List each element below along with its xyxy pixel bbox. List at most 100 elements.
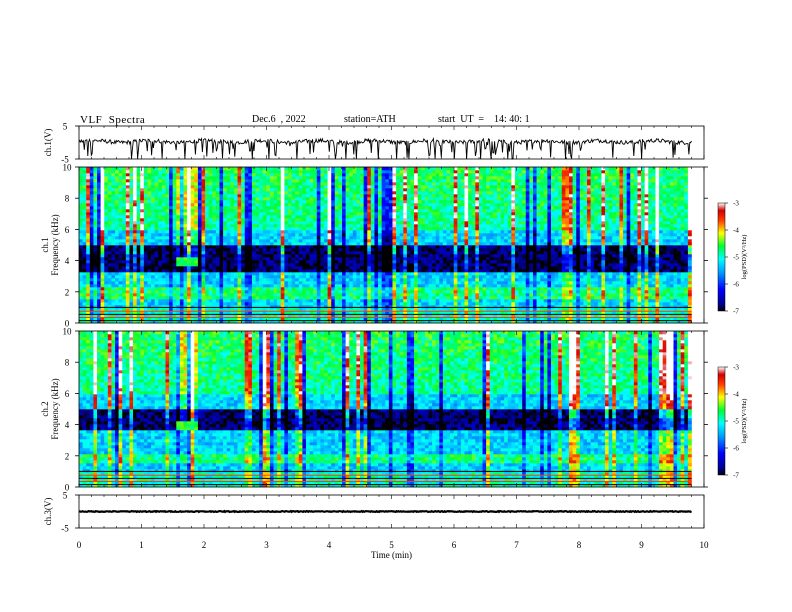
spectrogram-cell [579, 269, 584, 273]
spectrogram-cell [421, 251, 426, 255]
spectrogram-cell [352, 278, 357, 282]
spectrogram-cell [669, 293, 674, 297]
spectrogram-cell [446, 278, 451, 282]
spectrogram-cell [262, 281, 267, 285]
spectrogram-cell [684, 266, 689, 270]
spectrogram-cell [259, 290, 264, 294]
spectrogram-cell [262, 317, 267, 321]
spectrogram-cell [255, 278, 260, 282]
spectrogram-cell [316, 302, 321, 306]
spectrogram-cell [511, 287, 516, 291]
spectrogram-cell [100, 296, 105, 300]
spectrogram-cell [89, 254, 94, 258]
spectrogram-cell [507, 299, 512, 303]
spectrogram-cell [179, 299, 184, 303]
spectrogram-cell [489, 266, 494, 270]
spectrogram-cell [662, 242, 667, 246]
spectrogram-cell [590, 248, 595, 252]
spectrogram-cell [569, 287, 573, 291]
spectrogram-cell [478, 260, 483, 264]
spectrogram-cell [251, 245, 256, 249]
spectrogram-cell [374, 308, 379, 312]
spectrogram-cell [133, 245, 137, 249]
spectrogram-cell [414, 254, 418, 258]
spectrogram-cell [158, 260, 163, 264]
spectrogram-cell [334, 269, 339, 273]
spectrogram-cell [633, 272, 638, 276]
spectrogram-cell [532, 254, 537, 258]
spectrogram-cell [388, 293, 393, 297]
spectrogram-cell [662, 317, 667, 321]
spectrogram-cell [111, 251, 116, 255]
spectrogram-cell [331, 317, 336, 321]
spectrogram-cell [558, 275, 563, 279]
spectrogram-cell [176, 284, 181, 288]
spectrogram-cell [97, 248, 101, 252]
spectrogram-cell [143, 308, 148, 312]
spectrogram-cell [233, 263, 238, 267]
spectrogram-cell [327, 281, 332, 285]
spectrogram-cell [504, 263, 509, 267]
spectrogram-cell [273, 269, 278, 273]
spectrogram-cell [140, 296, 145, 300]
spectrogram-cell [612, 311, 617, 315]
spectrogram-cell [118, 269, 123, 273]
spectrogram-cell [385, 248, 390, 252]
spectrogram-cell [493, 245, 498, 249]
spectrogram-cell [298, 272, 303, 276]
spectrogram-cell [136, 317, 141, 321]
spectrogram-cell [511, 260, 516, 264]
spectrogram-cell [457, 236, 462, 240]
spectrogram-cell [331, 296, 336, 300]
spectrogram-cell [504, 266, 509, 270]
spectrogram-cell [565, 239, 570, 243]
spectrogram-cell [241, 308, 246, 312]
spectrogram-cell [442, 302, 447, 306]
spectrogram-cell [651, 302, 656, 306]
spectrogram-cell [176, 275, 181, 279]
spectrogram-cell [576, 269, 581, 273]
spectrogram-cell [140, 254, 145, 258]
spectrogram-cell [623, 278, 627, 282]
spectrogram-cell [500, 242, 505, 246]
panel-ch1-waveform: 5-5ch.1(V) [43, 122, 705, 165]
spectrogram-cell [194, 266, 199, 270]
spectrogram-cell [86, 293, 91, 297]
spectrogram-cell [547, 287, 552, 291]
spectrogram-cell [183, 239, 188, 243]
spectrogram-cell [118, 236, 123, 240]
spectrogram-cell [316, 299, 321, 303]
spectrogram-cell [504, 260, 509, 264]
spectrogram-cell [590, 299, 595, 303]
spectrogram-cell [388, 251, 393, 255]
spectrogram-cell [655, 287, 660, 291]
spectrogram-cell [313, 245, 318, 249]
spectrogram-cell [597, 278, 602, 282]
spectrogram-cell [194, 311, 199, 315]
spectrogram-cell [158, 254, 163, 258]
spectrogram-cell [518, 245, 523, 249]
spectrogram-cell [305, 260, 310, 264]
spectrogram-cell [295, 239, 300, 243]
spectrogram-cell [630, 257, 635, 261]
spectrogram-cell [241, 299, 246, 303]
spectrogram-cell [342, 251, 346, 255]
spectrogram-cell [525, 296, 530, 300]
spectrogram-cell [482, 242, 487, 246]
spectrogram-cell [266, 260, 271, 264]
spectrogram-cell [360, 308, 364, 312]
spectrogram-cell [651, 293, 656, 297]
spectrogram-cell [612, 317, 617, 321]
spectrogram-cell [291, 266, 296, 270]
spectrogram-cell [118, 287, 123, 291]
spectrogram-cell [320, 260, 325, 264]
spectrogram-cell [79, 302, 83, 306]
spectrogram-cell [158, 287, 163, 291]
spectrogram-cell [489, 278, 494, 282]
spectrogram-cell [453, 293, 458, 297]
spectrogram-cell [633, 320, 638, 324]
spectrogram-cell [226, 287, 231, 291]
spectrogram-cell [316, 254, 321, 258]
spectrogram-cell [486, 245, 491, 249]
spectrogram-cell [626, 251, 631, 255]
